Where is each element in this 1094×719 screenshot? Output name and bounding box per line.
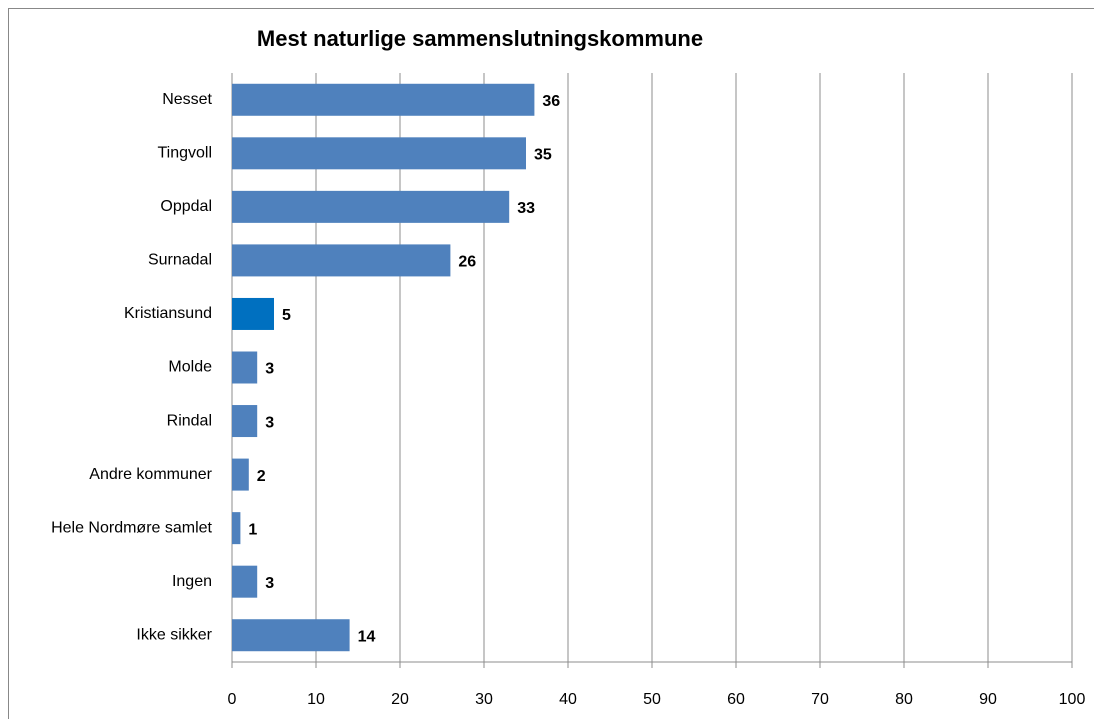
x-tick-label: 20 (391, 691, 409, 708)
x-tick-label: 30 (475, 691, 493, 708)
bar (232, 351, 258, 384)
x-tick-label: 80 (895, 691, 913, 708)
value-label: 3 (265, 361, 274, 378)
x-tick-label: 100 (1059, 691, 1086, 708)
value-label: 26 (458, 254, 476, 271)
y-tick-label: Ingen (172, 573, 212, 590)
value-label: 3 (265, 414, 274, 431)
y-tick-label: Tingvoll (157, 145, 212, 162)
value-label: 33 (517, 200, 535, 217)
y-tick-label: Rindal (167, 412, 212, 429)
value-label: 5 (282, 307, 291, 324)
bar (232, 297, 274, 330)
value-label: 36 (542, 93, 560, 110)
bar (232, 83, 535, 116)
y-tick-label: Andre kommuner (89, 466, 212, 483)
y-tick-label: Nesset (162, 91, 212, 108)
chart-frame (8, 8, 1094, 719)
x-tick-label: 50 (643, 691, 661, 708)
y-tick-label: Oppdal (160, 198, 212, 215)
y-tick-label: Ikke sikker (136, 626, 212, 643)
y-tick-label: Molde (168, 359, 212, 376)
x-tick-label: 70 (811, 691, 829, 708)
x-tick-label: 40 (559, 691, 577, 708)
x-tick-label: 90 (979, 691, 997, 708)
y-tick-label: Kristiansund (124, 305, 212, 322)
bar (232, 137, 526, 170)
bar (232, 512, 241, 545)
chart-title: Mest naturlige sammenslutningskommune (257, 26, 703, 51)
x-tick-label: 10 (307, 691, 325, 708)
value-label: 2 (257, 468, 266, 485)
value-label: 1 (248, 521, 257, 538)
bar (232, 458, 249, 491)
x-tick-label: 0 (228, 691, 237, 708)
bar (232, 244, 451, 277)
bar (232, 619, 350, 652)
bar (232, 190, 510, 223)
value-label: 3 (265, 575, 274, 592)
value-label: 35 (534, 147, 552, 164)
value-label: 14 (358, 628, 376, 645)
x-tick-label: 60 (727, 691, 745, 708)
y-tick-label: Surnadal (148, 252, 212, 269)
bar (232, 405, 258, 438)
bar (232, 565, 258, 598)
y-tick-label: Hele Nordmøre samlet (51, 519, 212, 536)
